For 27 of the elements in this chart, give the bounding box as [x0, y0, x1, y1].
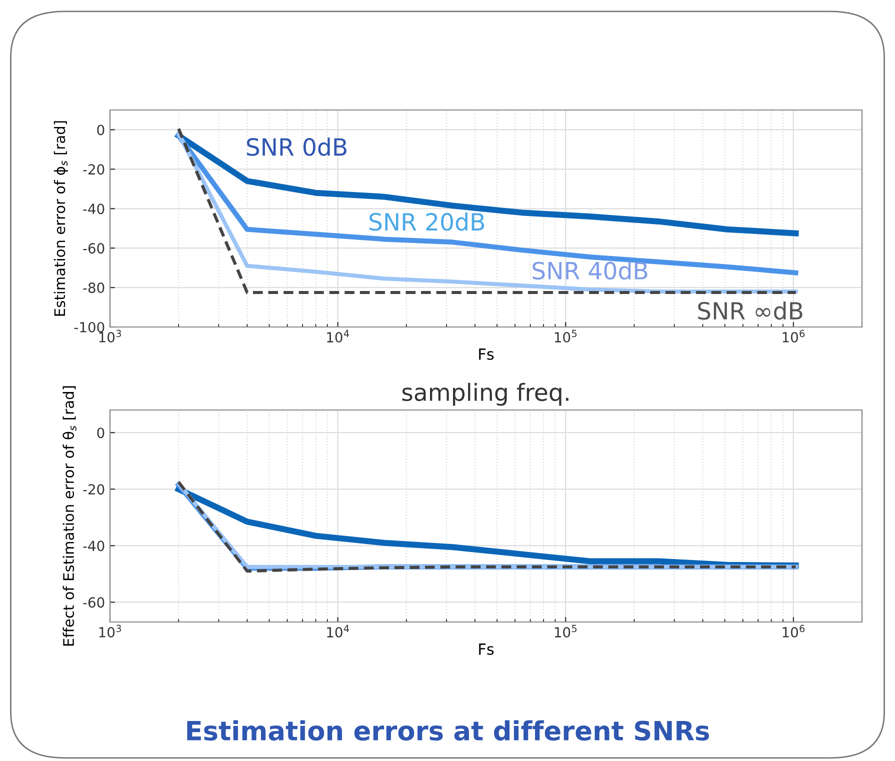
- x-tick-label: 10$^{6}$: [782, 330, 805, 343]
- y-axis-title: Estimation error of ϕ$_{s}$ [rad]: [54, 121, 68, 316]
- series-label: SNR ∞dB: [698, 301, 802, 320]
- series-label: SNR 40dB: [532, 261, 648, 280]
- y-tick-label: -20: [83, 164, 104, 175]
- series-label: SNR 20dB: [369, 212, 484, 231]
- y-tick-label: -100: [74, 322, 104, 332]
- x-tick-label: 10$^{4}$: [327, 624, 350, 638]
- x-tick-label: 10$^{4}$: [327, 330, 350, 343]
- y-axis-title: Effect of Estimation error of θ$_{s}$ [rad]: [62, 386, 76, 646]
- y-tick-label: -60: [83, 597, 104, 608]
- x-axis-title: Fs: [479, 348, 494, 360]
- x-tick-label: 10$^{6}$: [782, 624, 805, 638]
- y-tick-label: 0: [97, 428, 104, 438]
- y-tick-label: -20: [83, 484, 104, 495]
- series-label: SNR 0dB: [246, 138, 346, 156]
- y-tick-label: -40: [83, 540, 104, 552]
- text: sampling freq.: [402, 382, 568, 406]
- x-tick-label: 10$^{5}$: [554, 624, 577, 638]
- y-tick-label: -80: [83, 282, 104, 294]
- x-tick-label: 10$^{5}$: [554, 330, 577, 343]
- y-tick-label: -60: [83, 243, 104, 254]
- text: Estimation errors at different SNRs: [187, 720, 709, 741]
- y-tick-label: -40: [83, 204, 104, 214]
- x-tick-label: 10$^{3}$: [99, 624, 121, 638]
- x-axis-title: Fs: [479, 644, 494, 655]
- y-tick-label: 0: [97, 124, 104, 136]
